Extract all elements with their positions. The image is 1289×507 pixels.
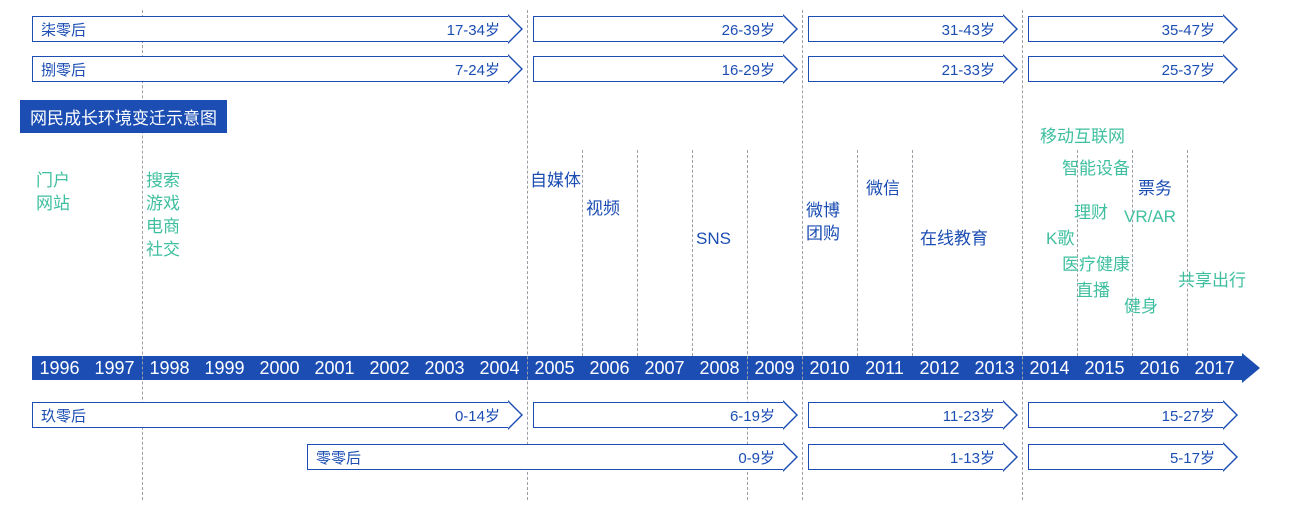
cohort-segment-90s: 11-23岁 — [808, 402, 1004, 428]
era-event-label: 共享出行 — [1178, 270, 1246, 293]
gridline — [802, 10, 803, 500]
cohort-age-range: 17-34岁 — [447, 19, 500, 40]
cohort-segment-80s: 21-33岁 — [808, 56, 1004, 82]
era-event-label: 自媒体 — [530, 170, 581, 193]
cohort-segment-70s: 柒零后 17-34岁 — [32, 16, 509, 42]
era-event-label: K歌 — [1046, 228, 1074, 251]
era-event-label: 微博 团购 — [806, 200, 840, 246]
year-label: 2006 — [582, 358, 637, 379]
era-event-label: 医疗健康 — [1062, 254, 1130, 277]
year-label: 2008 — [692, 358, 747, 379]
cohort-age-range: 1-13岁 — [950, 447, 995, 468]
era-event-label: 视频 — [586, 198, 620, 221]
year-label: 2017 — [1187, 358, 1242, 379]
cohort-age-range: 0-14岁 — [455, 405, 500, 426]
year-label: 2007 — [637, 358, 692, 379]
year-label: 2003 — [417, 358, 472, 379]
year-label: 1997 — [87, 358, 142, 379]
year-label: 2009 — [747, 358, 802, 379]
cohort-segment-70s: 26-39岁 — [533, 16, 784, 42]
cohort-segment-70s: 35-47岁 — [1028, 16, 1224, 42]
year-label: 2000 — [252, 358, 307, 379]
cohort-age-range: 7-24岁 — [455, 59, 500, 80]
cohort-name: 零零后 — [316, 447, 361, 468]
cohort-age-range: 0-9岁 — [738, 447, 775, 468]
cohort-age-range: 21-33岁 — [942, 59, 995, 80]
gridline — [912, 150, 913, 356]
cohort-name: 捌零后 — [41, 59, 86, 80]
cohort-age-range: 16-29岁 — [722, 59, 775, 80]
gridline — [637, 150, 638, 356]
cohort-segment-80s: 16-29岁 — [533, 56, 784, 82]
year-label: 2013 — [967, 358, 1022, 379]
year-label: 2004 — [472, 358, 527, 379]
year-label: 2001 — [307, 358, 362, 379]
cohort-segment-80s: 捌零后 7-24岁 — [32, 56, 509, 82]
cohort-age-range: 5-17岁 — [1170, 447, 1215, 468]
era-event-label: 在线教育 — [920, 228, 988, 251]
gridline — [582, 150, 583, 356]
cohort-age-range: 11-23岁 — [943, 405, 995, 426]
era-event-label: 微信 — [866, 178, 900, 201]
year-label: 1999 — [197, 358, 252, 379]
cohort-age-range: 15-27岁 — [1162, 405, 1215, 426]
era-event-label: 理财 — [1074, 202, 1108, 225]
era-event-label: SNS — [696, 228, 731, 251]
gridline — [1132, 150, 1133, 356]
cohort-age-range: 25-37岁 — [1162, 59, 1215, 80]
year-label: 2015 — [1077, 358, 1132, 379]
year-label: 2005 — [527, 358, 582, 379]
era-event-label: VR/AR — [1124, 206, 1176, 229]
cohort-age-range: 35-47岁 — [1162, 19, 1215, 40]
year-axis: 1996199719981999200020012002200320042005… — [32, 356, 1242, 380]
era-event-label: 门户 网站 — [36, 170, 70, 216]
cohort-segment-80s: 25-37岁 — [1028, 56, 1224, 82]
timeline-diagram: 1996199719981999200020012002200320042005… — [0, 0, 1289, 507]
era-event-label: 智能设备 — [1062, 158, 1130, 181]
cohort-segment-00s: 5-17岁 — [1028, 444, 1224, 470]
cohort-segment-90s: 6-19岁 — [533, 402, 784, 428]
era-event-label: 直播 — [1076, 280, 1110, 303]
cohort-segment-00s: 1-13岁 — [808, 444, 1004, 470]
cohort-name: 玖零后 — [41, 405, 86, 426]
year-label: 2002 — [362, 358, 417, 379]
year-label: 2012 — [912, 358, 967, 379]
cohort-segment-90s: 玖零后 0-14岁 — [32, 402, 509, 428]
year-label: 2014 — [1022, 358, 1077, 379]
cohort-age-range: 31-43岁 — [942, 19, 995, 40]
cohort-segment-00s: 零零后 0-9岁 — [307, 444, 784, 470]
year-label: 1998 — [142, 358, 197, 379]
cohort-age-range: 6-19岁 — [730, 405, 775, 426]
gridline — [1022, 10, 1023, 500]
year-label: 2010 — [802, 358, 857, 379]
year-label: 2011 — [857, 358, 912, 379]
era-event-label: 健身 — [1124, 296, 1158, 319]
gridline — [692, 150, 693, 356]
gridline — [857, 150, 858, 356]
cohort-segment-70s: 31-43岁 — [808, 16, 1004, 42]
year-label: 2016 — [1132, 358, 1187, 379]
diagram-title: 网民成长环境变迁示意图 — [20, 100, 227, 133]
era-event-label: 搜索 游戏 电商 社交 — [146, 170, 180, 262]
cohort-age-range: 26-39岁 — [722, 19, 775, 40]
cohort-segment-90s: 15-27岁 — [1028, 402, 1224, 428]
gridline — [1187, 150, 1188, 356]
era-event-label: 票务 — [1138, 178, 1172, 201]
cohort-name: 柒零后 — [41, 19, 86, 40]
gridline — [527, 10, 528, 500]
era-event-label: 移动互联网 — [1040, 126, 1125, 149]
year-label: 1996 — [32, 358, 87, 379]
